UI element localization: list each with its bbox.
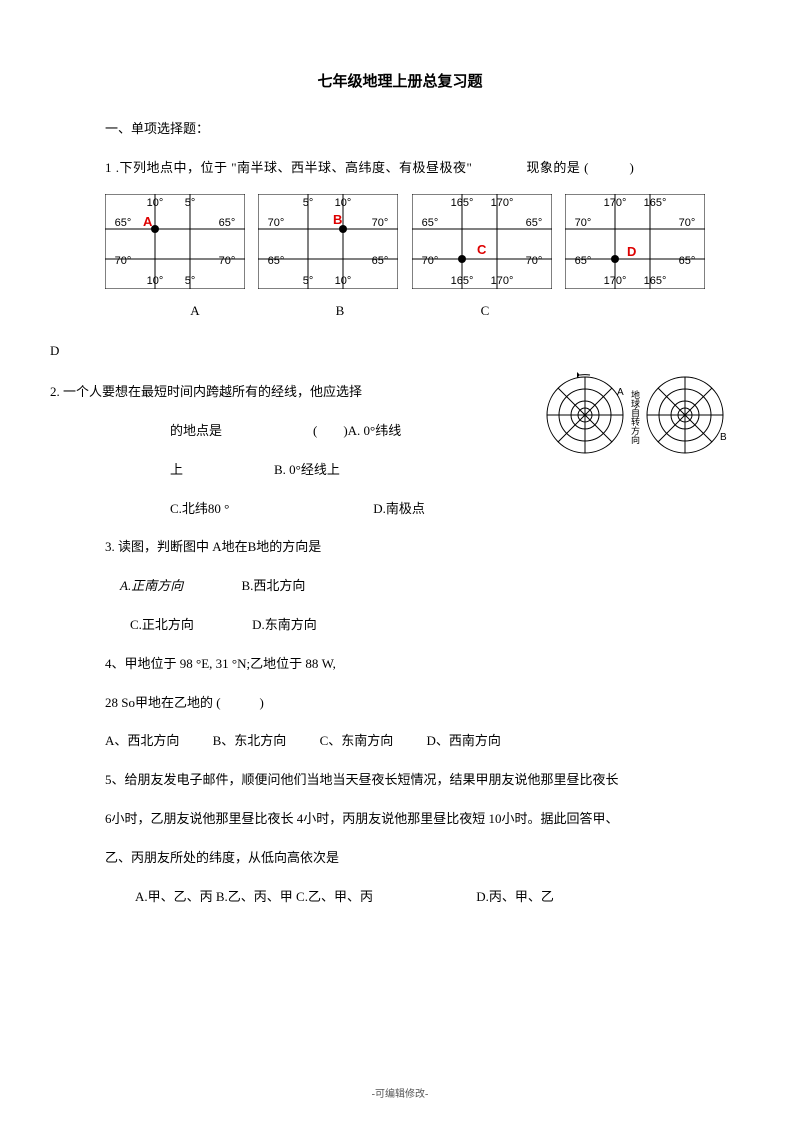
question-5c: 乙、丙朋友所处的纬度，从低向高依次是: [105, 848, 750, 869]
svg-text:65°: 65°: [115, 217, 132, 229]
svg-text:D: D: [627, 244, 636, 259]
svg-text:C: C: [477, 242, 487, 257]
q4-b: B、东北方向: [213, 733, 287, 748]
diagram-row: 10° 5° 65° 65° 70° 70° 10° 5° A 5° 10° 7…: [105, 194, 705, 289]
q2-options-cd: C.北纬80 ° D.南极点: [170, 499, 750, 520]
svg-text:65°: 65°: [372, 255, 389, 267]
q2-d: D.南极点: [373, 501, 425, 516]
svg-text:165°: 165°: [644, 197, 667, 209]
q3-b: B.西北方向: [241, 578, 305, 593]
diagram-d: 170° 165° 70° 70° 65° 65° 170° 165° D: [565, 194, 705, 289]
q3-d: D.东南方向: [252, 617, 317, 632]
svg-text:70°: 70°: [421, 255, 438, 267]
question-4a: 4、甲地位于 98 °E, 31 °N;乙地位于 88 W,: [105, 654, 750, 675]
svg-text:65°: 65°: [679, 255, 696, 267]
svg-text:70°: 70°: [525, 255, 542, 267]
diagram-a: 10° 5° 65° 65° 70° 70° 10° 5° A: [105, 194, 245, 289]
svg-text:10°: 10°: [147, 275, 164, 287]
svg-text:70°: 70°: [372, 217, 389, 229]
svg-text:170°: 170°: [604, 275, 627, 287]
q3-c: C.正北方向: [130, 617, 194, 632]
page-footer: -可编辑修改-: [0, 1087, 800, 1103]
svg-text:5°: 5°: [303, 275, 314, 287]
q5-options: A.甲、乙、丙 B.乙、丙、甲 C.乙、甲、丙 D.丙、甲、乙: [135, 887, 750, 908]
svg-text:5°: 5°: [185, 197, 196, 209]
label-c: C: [415, 301, 555, 322]
section-header: 一、单项选择题：: [105, 119, 750, 140]
question-3: 3. 读图，判断图中 A地在B地的方向是: [105, 537, 750, 558]
svg-text:170°: 170°: [490, 197, 513, 209]
q4-d: D、西南方向: [426, 733, 500, 748]
q4-a: A、西北方向: [105, 733, 179, 748]
diagram-c: 165° 170° 65° 65° 70° 70° 165° 170° C: [412, 194, 552, 289]
label-b: B: [270, 301, 410, 322]
svg-text:170°: 170°: [490, 275, 513, 287]
svg-text:65°: 65°: [219, 217, 236, 229]
q3-opts-cd: C.正北方向 D.东南方向: [130, 615, 750, 636]
q5-abc: A.甲、乙、丙 B.乙、丙、甲 C.乙、甲、丙: [135, 889, 373, 904]
svg-text:地球自转方向: 地球自转方向: [630, 389, 640, 444]
svg-text:5°: 5°: [185, 275, 196, 287]
question-1: 1 .下列地点中，位于 "南半球、西半球、高纬度、有极昼极夜" 现象的是 ( ): [105, 158, 750, 179]
diagram-labels: A B C: [105, 301, 705, 322]
svg-text:10°: 10°: [335, 275, 352, 287]
svg-text:70°: 70°: [679, 217, 696, 229]
svg-text:A: A: [143, 214, 153, 229]
svg-text:165°: 165°: [450, 197, 473, 209]
q2-c: C.北纬80 °: [170, 499, 370, 520]
q3-opts-ab: A.正南方向 B.西北方向: [120, 576, 750, 597]
svg-text:70°: 70°: [268, 217, 285, 229]
label-a: A: [125, 301, 265, 322]
q5-d: D.丙、甲、乙: [476, 889, 554, 904]
question-5b: 6小时，乙朋友说他那里昼比夜长 4小时，丙朋友说他那里昼比夜短 10小时。据此回…: [105, 809, 750, 830]
svg-text:65°: 65°: [525, 217, 542, 229]
svg-text:65°: 65°: [268, 255, 285, 267]
svg-text:B: B: [720, 432, 727, 443]
page-title: 七年级地理上册总复习题: [50, 70, 750, 94]
q4-options: A、西北方向 B、东北方向 C、东南方向 D、西南方向: [105, 731, 750, 752]
svg-text:70°: 70°: [115, 255, 132, 267]
svg-text:B: B: [333, 212, 342, 227]
svg-text:5°: 5°: [303, 197, 314, 209]
polar-diagram: A B 地球自转方向: [540, 370, 740, 460]
label-d: D: [50, 341, 750, 362]
svg-text:10°: 10°: [335, 197, 352, 209]
svg-text:70°: 70°: [219, 255, 236, 267]
svg-text:10°: 10°: [147, 197, 164, 209]
svg-text:70°: 70°: [575, 217, 592, 229]
q4-c: C、东南方向: [320, 733, 394, 748]
question-4b: 28 So甲地在乙地的 ( ): [105, 693, 750, 714]
svg-text:A: A: [617, 387, 624, 398]
svg-text:65°: 65°: [575, 255, 592, 267]
q2-sub2: 上 B. 0°经线上: [170, 460, 750, 481]
svg-text:165°: 165°: [450, 275, 473, 287]
q3-a: A.正南方向: [120, 578, 183, 593]
question-5a: 5、给朋友发电子邮件，顺便问他们当地当天昼夜长短情况，结果甲朋友说他那里昼比夜长: [105, 770, 750, 791]
svg-text:170°: 170°: [604, 197, 627, 209]
svg-text:65°: 65°: [421, 217, 438, 229]
diagram-b: 5° 10° 70° 70° 65° 65° 5° 10° B: [258, 194, 398, 289]
svg-text:165°: 165°: [644, 275, 667, 287]
